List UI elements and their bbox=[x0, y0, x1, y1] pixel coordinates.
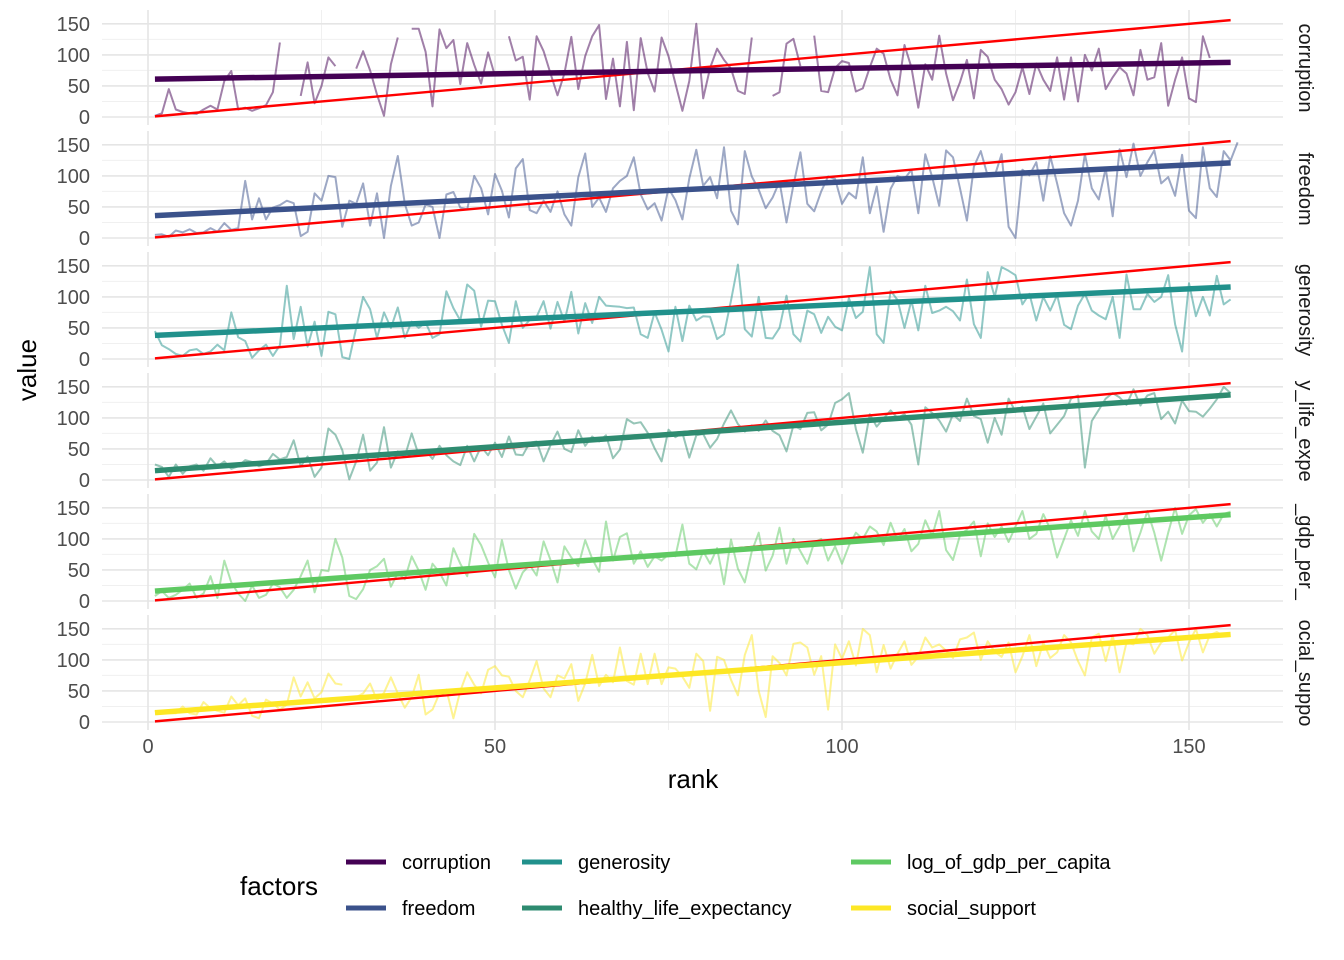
facet-panel-social_support: 0 50 100 150 ocial_suppo bbox=[57, 615, 1316, 734]
trend-line-social_support bbox=[154, 631, 1231, 716]
y-axis-title: value bbox=[12, 339, 42, 401]
facet-strip: generosity bbox=[1294, 264, 1316, 356]
facet-strip: freedom bbox=[1294, 152, 1316, 225]
y-tick-label: 100 bbox=[57, 45, 90, 67]
legend-item-social_support: social_support bbox=[851, 898, 1036, 920]
facet-strip-label: _gdp_per_ bbox=[1294, 503, 1316, 601]
y-tick-label: 0 bbox=[79, 349, 90, 371]
trend-line-corruption bbox=[154, 59, 1231, 82]
y-tick-label: 100 bbox=[57, 650, 90, 672]
y-tick-label: 150 bbox=[57, 498, 90, 520]
series-line-log_of_gdp_per_capita bbox=[154, 506, 1231, 602]
facet-strip-label: corruption bbox=[1294, 24, 1316, 113]
y-tick-label: 150 bbox=[57, 377, 90, 399]
y-tick-label: 50 bbox=[68, 197, 90, 219]
y-tick-label: 50 bbox=[68, 439, 90, 461]
trend-line-generosity bbox=[154, 284, 1231, 339]
facet-panel-corruption: 0 50 100 150 corruption bbox=[57, 10, 1316, 129]
legend-label: healthy_life_expectancy bbox=[578, 898, 791, 920]
x-axis: 0 50 100 150 bbox=[142, 736, 1205, 758]
trend-line-healthy_life_expectancy bbox=[154, 392, 1231, 474]
series-line-corruption bbox=[154, 22, 1211, 117]
y-tick-label: 0 bbox=[79, 228, 90, 250]
facet-panels: 0 50 100 150 corruption 0 50 100 150 freedom 0 50 10… bbox=[57, 10, 1316, 734]
x-tick-label: 100 bbox=[825, 736, 858, 758]
y-tick-label: 0 bbox=[79, 712, 90, 734]
facet-strip-label: generosity bbox=[1294, 264, 1316, 356]
x-tick-label: 150 bbox=[1172, 736, 1205, 758]
x-tick-label: 50 bbox=[484, 736, 506, 758]
y-tick-label: 50 bbox=[68, 681, 90, 703]
legend-item-corruption: corruption bbox=[346, 852, 491, 874]
y-tick-label: 100 bbox=[57, 408, 90, 430]
trend-line-log_of_gdp_per_capita bbox=[154, 511, 1231, 594]
y-tick-label: 0 bbox=[79, 470, 90, 492]
facet-strip-label: y_life_expe bbox=[1294, 380, 1316, 481]
x-axis-title: rank bbox=[668, 764, 720, 794]
y-tick-label: 100 bbox=[57, 529, 90, 551]
y-tick-label: 100 bbox=[57, 287, 90, 309]
y-tick-label: 150 bbox=[57, 256, 90, 278]
facet-strip: y_life_expe bbox=[1294, 380, 1316, 481]
facet-strip-label: ocial_suppo bbox=[1294, 620, 1316, 727]
y-tick-label: 50 bbox=[68, 560, 90, 582]
legend-label: log_of_gdp_per_capita bbox=[907, 852, 1111, 874]
legend-title: factors bbox=[240, 871, 318, 901]
y-tick-label: 150 bbox=[57, 619, 90, 641]
facet-strip: corruption bbox=[1294, 24, 1316, 113]
trend-line-freedom bbox=[154, 160, 1231, 219]
facet-strip: ocial_suppo bbox=[1294, 620, 1316, 727]
legend-label: generosity bbox=[578, 852, 670, 874]
legend-item-log_of_gdp_per_capita: log_of_gdp_per_capita bbox=[851, 852, 1111, 874]
y-tick-label: 150 bbox=[57, 135, 90, 157]
legend-item-healthy_life_expectancy: healthy_life_expectancy bbox=[522, 898, 791, 920]
facet-panel-log_of_gdp_per_capita: 0 50 100 150 _gdp_per_ bbox=[57, 494, 1316, 613]
legend-item-freedom: freedom bbox=[346, 898, 475, 920]
facet-strip: _gdp_per_ bbox=[1294, 503, 1316, 601]
legend-item-generosity: generosity bbox=[522, 852, 670, 874]
y-tick-label: 50 bbox=[68, 318, 90, 340]
facet-panel-healthy_life_expectancy: 0 50 100 150 y_life_expe bbox=[57, 373, 1316, 492]
y-tick-label: 0 bbox=[79, 107, 90, 129]
legend: factors corruption freedom generosity healt… bbox=[240, 852, 1111, 920]
y-tick-label: 0 bbox=[79, 591, 90, 613]
x-tick-label: 0 bbox=[142, 736, 153, 758]
legend-label: freedom bbox=[402, 898, 475, 920]
legend-label: social_support bbox=[907, 898, 1036, 920]
facet-panel-generosity: 0 50 100 150 generosity bbox=[57, 252, 1316, 371]
legend-label: corruption bbox=[402, 852, 491, 874]
facet-strip-label: freedom bbox=[1294, 152, 1316, 225]
y-tick-label: 150 bbox=[57, 14, 90, 36]
series-line-freedom bbox=[154, 142, 1239, 239]
y-tick-label: 50 bbox=[68, 76, 90, 98]
facet-panel-freedom: 0 50 100 150 freedom bbox=[57, 131, 1316, 250]
series-line-healthy_life_expectancy bbox=[154, 385, 1232, 481]
y-tick-label: 100 bbox=[57, 166, 90, 188]
